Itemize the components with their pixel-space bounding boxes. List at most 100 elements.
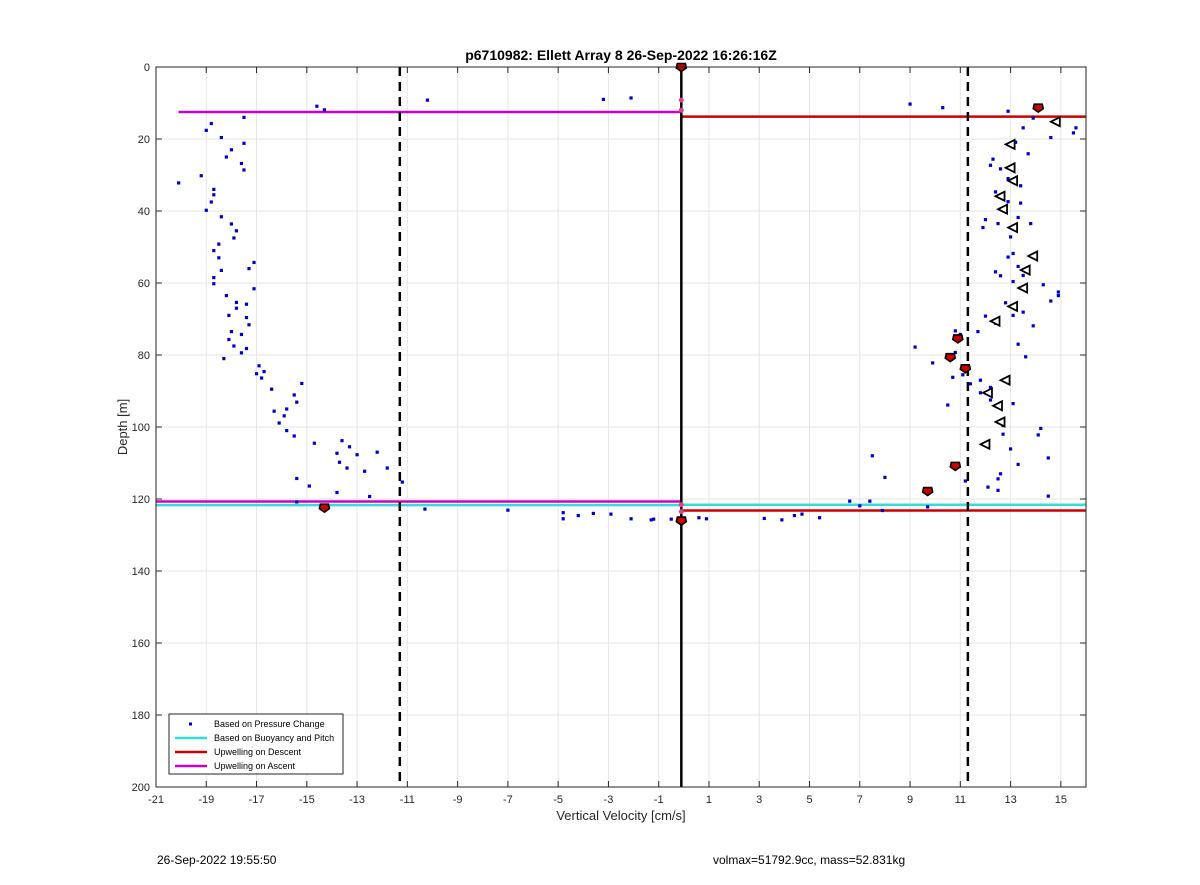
pressure-change-point <box>1006 177 1010 181</box>
pressure-change-point <box>1019 184 1023 188</box>
pressure-change-point <box>1003 301 1008 305</box>
pressure-change-point <box>252 260 256 265</box>
pressure-change-point <box>292 393 296 397</box>
pressure-change-point <box>1011 402 1015 406</box>
pressure-change-point <box>951 375 955 379</box>
pressure-change-point <box>212 193 216 197</box>
pressure-change-point <box>259 376 264 380</box>
pressure-change-point <box>242 115 246 119</box>
pressure-change-point <box>425 98 430 102</box>
y-tick-label: 180 <box>132 710 150 722</box>
pressure-change-point <box>177 181 181 185</box>
pressure-change-point <box>335 490 339 495</box>
pressure-change-point <box>996 477 1000 481</box>
pressure-change-point <box>1056 294 1060 298</box>
pressure-change-point <box>227 313 231 317</box>
pressure-change-point <box>993 190 998 194</box>
series-points <box>177 96 1078 522</box>
pressure-change-point <box>998 472 1003 476</box>
pressure-change-point <box>1021 273 1025 278</box>
pressure-change-point <box>239 351 244 355</box>
ascent-zero-point <box>678 107 684 113</box>
pressure-change-point <box>1006 255 1010 259</box>
axis-ticks: -21 -19 -17 -15 -13 -11 -9 -7 -5 -3 -1 1 3 5 7 9 11 13 150… <box>132 62 1086 806</box>
series-markers <box>318 62 1061 527</box>
descent-marker <box>951 334 964 344</box>
pressure-change-point <box>609 512 613 516</box>
pressure-change-point <box>385 466 389 470</box>
x-tick-label: -19 <box>198 794 214 806</box>
pressure-change-point <box>848 499 852 503</box>
pressure-change-point <box>363 469 367 473</box>
pressure-change-point <box>1021 310 1025 314</box>
pressure-change-point <box>322 108 327 112</box>
ascent-marker <box>996 203 1008 216</box>
pressure-change-point <box>232 344 236 348</box>
pressure-change-point <box>988 385 993 389</box>
pressure-change-point <box>870 454 874 458</box>
ascent-marker <box>1048 115 1061 128</box>
pressure-change-point <box>300 381 304 386</box>
pressure-change-point <box>209 200 213 204</box>
pressure-change-point <box>295 500 299 504</box>
x-tick-label: -9 <box>453 794 463 806</box>
pressure-change-point <box>601 97 606 101</box>
pressure-change-point <box>212 282 216 286</box>
y-tick-label: 60 <box>138 278 150 290</box>
pressure-change-point <box>219 268 223 272</box>
ascent-marker <box>1003 138 1016 151</box>
descent-marker <box>959 364 972 374</box>
pressure-change-point <box>234 300 239 305</box>
legend-swatch-dot <box>189 722 192 726</box>
pressure-change-point <box>800 512 804 516</box>
pressure-change-point <box>961 373 965 377</box>
pressure-change-point <box>978 391 983 395</box>
x-tick-label: -17 <box>249 794 265 806</box>
pressure-change-point <box>217 242 221 246</box>
pressure-change-point <box>629 517 633 521</box>
pressure-change-point <box>239 332 244 337</box>
pressure-change-point <box>629 96 633 100</box>
pressure-change-point <box>883 475 887 479</box>
pressure-change-point <box>252 287 256 291</box>
pressure-change-point <box>506 508 510 512</box>
pressure-change-point <box>217 256 221 260</box>
pressure-change-point <box>986 485 990 489</box>
pressure-change-point <box>212 187 216 191</box>
ascent-marker <box>1003 161 1016 174</box>
pressure-change-point <box>232 236 236 240</box>
pressure-change-point <box>1024 355 1028 359</box>
pressure-change-point <box>219 215 223 219</box>
pressure-change-point <box>1014 140 1018 144</box>
pressure-change-point <box>996 488 1000 492</box>
ascent-zero-point <box>678 502 684 508</box>
x-tick-label: -15 <box>299 794 315 806</box>
ascent-marker <box>993 416 1006 428</box>
ascent-zero-point <box>678 509 684 515</box>
pressure-change-point <box>400 480 404 484</box>
pressure-change-point <box>307 484 311 488</box>
pressure-change-point <box>697 516 701 520</box>
descent-marker <box>675 516 688 527</box>
pressure-change-point <box>968 382 972 386</box>
pressure-change-point <box>312 441 316 445</box>
pressure-change-point <box>1021 126 1025 130</box>
pressure-change-point <box>983 314 988 318</box>
pressure-change-point <box>224 294 228 298</box>
ascent-marker <box>1016 282 1029 294</box>
descent-marker <box>949 461 962 472</box>
ascent-zero-point <box>678 97 684 103</box>
pressure-change-point <box>1006 200 1010 204</box>
pressure-change-point <box>926 505 930 509</box>
pressure-change-point <box>285 407 289 411</box>
pressure-change-point <box>229 148 234 152</box>
pressure-change-point <box>244 302 249 306</box>
x-tick-label: 13 <box>1004 794 1016 806</box>
pressure-change-point <box>941 106 945 110</box>
descent-marker <box>1032 103 1045 114</box>
pressure-change-point <box>1016 462 1020 467</box>
x-tick-label: 7 <box>857 794 863 806</box>
pressure-change-point <box>561 517 565 521</box>
y-tick-label: 20 <box>138 134 150 146</box>
